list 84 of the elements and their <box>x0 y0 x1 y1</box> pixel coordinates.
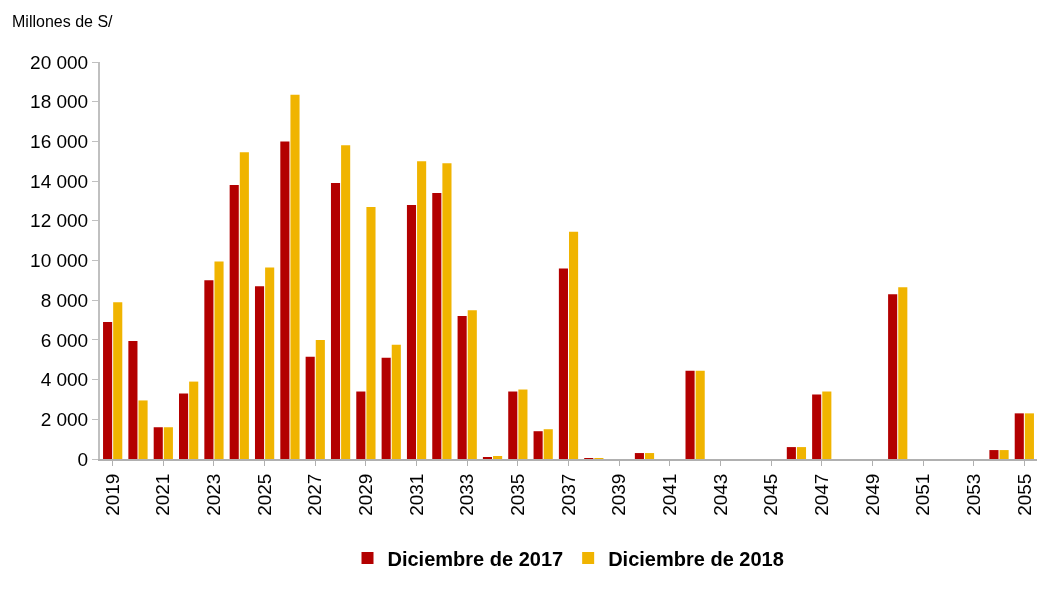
y-tick-label: 18 000 <box>30 91 89 113</box>
bar <box>898 287 908 459</box>
y-tick-label: 6 000 <box>40 329 89 351</box>
x-tick-label: 2031 <box>405 473 427 516</box>
bar <box>315 339 325 459</box>
x-tick-label: 2039 <box>608 473 630 516</box>
bar <box>999 450 1009 459</box>
bar <box>417 161 427 459</box>
legend-label: Diciembre de 2018 <box>608 547 784 570</box>
bar <box>366 206 376 459</box>
x-tick-label: 2027 <box>304 473 326 516</box>
bar <box>888 294 898 459</box>
y-tick-label: 8 000 <box>40 289 89 311</box>
x-tick-label: 2043 <box>709 473 731 516</box>
x-tick-label: 2045 <box>760 473 782 516</box>
bar <box>1014 413 1024 459</box>
bar <box>786 447 796 459</box>
bar <box>330 183 341 459</box>
bar <box>543 429 553 459</box>
bar <box>518 389 528 459</box>
x-tick-label: 2053 <box>962 473 984 516</box>
bar <box>457 316 467 459</box>
x-tick-label: 2023 <box>203 473 225 516</box>
bar <box>685 370 695 459</box>
y-tick-label: 4 000 <box>40 369 89 391</box>
bar <box>644 453 655 459</box>
bar <box>533 431 543 459</box>
bar <box>153 427 163 459</box>
bar <box>254 286 265 459</box>
bar <box>239 152 249 459</box>
x-tick-label: 2033 <box>456 473 478 516</box>
bar <box>113 302 123 459</box>
bar <box>341 145 351 459</box>
bar <box>695 370 705 459</box>
bar <box>214 261 224 459</box>
bar <box>265 267 275 459</box>
x-tick-label: 2025 <box>253 473 275 516</box>
y-tick-label: 12 000 <box>30 210 89 232</box>
x-tick-label: 2021 <box>152 473 174 516</box>
bar <box>128 340 138 459</box>
y-tick-label: 16 000 <box>30 131 89 153</box>
bar <box>189 381 199 459</box>
legend-label: Diciembre de 2017 <box>387 547 564 570</box>
y-tick-label: 0 <box>77 448 89 470</box>
bar <box>406 204 417 459</box>
bar <box>229 185 239 459</box>
bar <box>1024 413 1034 459</box>
bar <box>989 450 999 459</box>
bar <box>796 447 807 459</box>
y-tick-label: 14 000 <box>30 170 89 192</box>
x-tick-label: 2037 <box>557 473 579 516</box>
x-tick-label: 2029 <box>355 473 377 516</box>
y-tick-label: 20 000 <box>30 51 89 73</box>
y-tick-label: 2 000 <box>40 408 89 430</box>
bar <box>381 357 391 459</box>
bar <box>163 427 173 459</box>
bar <box>634 453 644 459</box>
x-tick-label: 2047 <box>810 473 832 516</box>
bar <box>442 163 452 459</box>
bar <box>356 391 366 459</box>
bar <box>493 456 503 459</box>
bar <box>812 394 822 459</box>
x-tick-label: 2055 <box>1013 473 1035 516</box>
x-tick-label: 2019 <box>101 473 123 516</box>
bar <box>569 231 579 459</box>
bar <box>138 400 148 459</box>
bar <box>290 94 300 459</box>
bar <box>204 280 214 459</box>
bar <box>391 344 401 459</box>
y-axis-title: Millones de S/ <box>12 13 114 30</box>
bar <box>305 356 315 459</box>
x-tick-label: 2051 <box>912 473 934 516</box>
bar <box>558 268 568 459</box>
x-tick-label: 2035 <box>507 473 529 516</box>
x-tick-label: 2049 <box>861 473 883 516</box>
bar <box>432 193 442 459</box>
bar <box>103 322 113 459</box>
bar <box>179 393 189 459</box>
y-tick-label: 10 000 <box>30 250 89 272</box>
bar <box>822 391 832 459</box>
x-tick-label: 2041 <box>658 473 680 516</box>
bar <box>467 310 477 459</box>
bar <box>280 141 290 459</box>
bar <box>508 391 518 459</box>
